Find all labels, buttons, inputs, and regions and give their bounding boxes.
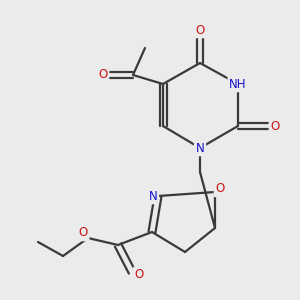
Text: O: O: [195, 23, 205, 37]
Text: O: O: [78, 226, 88, 239]
Text: N: N: [148, 190, 158, 202]
Text: O: O: [134, 268, 144, 281]
Text: NH: NH: [229, 77, 247, 91]
Text: O: O: [98, 68, 108, 82]
Text: O: O: [215, 182, 225, 196]
Text: N: N: [196, 142, 204, 154]
Text: O: O: [270, 119, 280, 133]
